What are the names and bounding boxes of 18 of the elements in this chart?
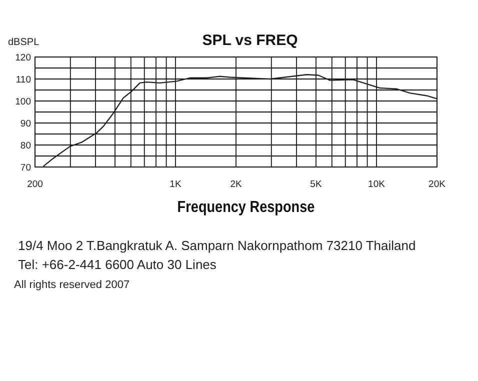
y-axis-title: dBSPL bbox=[8, 37, 40, 48]
text: 19/4 Moo 2 T.Bangkratuk A. Samparn Nakornpathom 73210 Thailand bbox=[18, 238, 416, 253]
x-tick-label: 20K bbox=[428, 179, 446, 190]
x-tick-label: 5K bbox=[310, 179, 322, 190]
text: Tel: +66-2-441 6600 Auto 30 Lines bbox=[18, 257, 217, 272]
y-tick-label: 90 bbox=[20, 118, 31, 130]
chart-title: SPL vs FREQ bbox=[202, 32, 298, 49]
y-tick-label: 120 bbox=[15, 52, 31, 64]
y-tick-label: 110 bbox=[16, 74, 31, 86]
x-axis-title: Frequency Response bbox=[177, 199, 315, 216]
y-tick-label: 100 bbox=[15, 96, 31, 108]
y-tick-label: 80 bbox=[20, 140, 31, 152]
text: All rights reserved 2007 bbox=[14, 279, 130, 291]
x-tick-label: 2K bbox=[230, 179, 242, 190]
y-tick-label: 70 bbox=[20, 162, 31, 174]
x-tick-label: 200 bbox=[27, 179, 43, 190]
x-tick-label: 10K bbox=[368, 179, 386, 190]
x-tick-label: 1K bbox=[170, 179, 182, 190]
